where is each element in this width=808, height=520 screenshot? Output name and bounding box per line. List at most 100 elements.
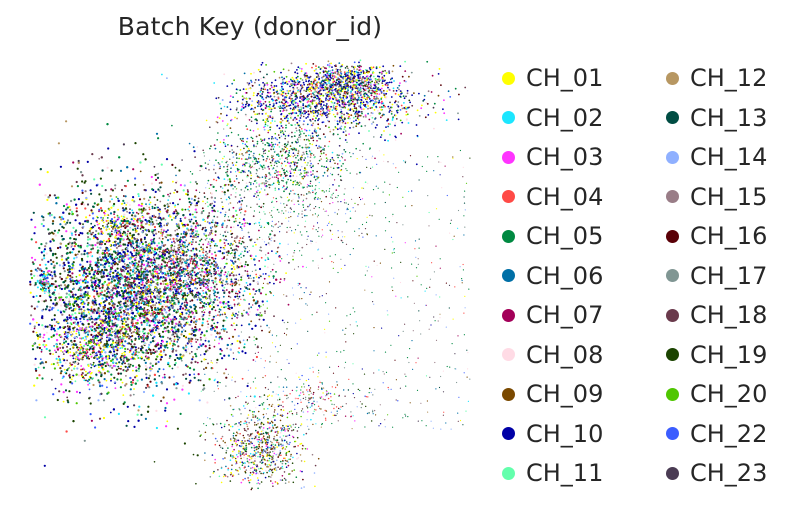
data-point — [123, 202, 126, 205]
data-point — [53, 273, 56, 276]
data-point — [152, 348, 155, 351]
data-point — [101, 332, 104, 336]
data-point — [76, 346, 79, 349]
data-point — [111, 253, 114, 256]
data-point — [187, 278, 190, 280]
data-point — [239, 265, 241, 268]
data-point — [171, 219, 173, 221]
data-point — [218, 336, 221, 339]
data-point — [158, 215, 161, 218]
data-point — [154, 329, 158, 332]
data-point — [133, 291, 136, 294]
data-point — [180, 333, 183, 336]
data-point — [119, 169, 123, 172]
data-point — [160, 271, 163, 273]
data-point — [143, 272, 146, 275]
data-point — [103, 269, 106, 271]
data-point — [221, 205, 224, 208]
data-point — [285, 272, 287, 274]
data-point — [194, 180, 197, 184]
data-point — [229, 180, 232, 183]
data-point — [63, 287, 66, 290]
data-point — [147, 319, 150, 321]
data-point — [190, 255, 193, 258]
data-point — [159, 200, 162, 203]
data-point — [200, 331, 204, 334]
data-point — [172, 285, 174, 287]
data-point — [189, 300, 192, 303]
data-point — [102, 275, 105, 278]
data-point — [181, 208, 184, 211]
data-point — [205, 286, 208, 289]
data-point — [256, 308, 259, 311]
data-point — [174, 216, 177, 220]
data-point — [214, 291, 217, 294]
data-point — [30, 269, 33, 273]
data-point — [208, 238, 211, 240]
data-point — [231, 232, 234, 235]
data-point — [258, 318, 261, 321]
data-point — [148, 286, 151, 288]
data-point — [244, 210, 247, 213]
data-point — [181, 384, 184, 387]
data-point — [99, 232, 102, 235]
data-point — [170, 285, 173, 288]
data-point — [47, 260, 50, 263]
data-point — [200, 279, 203, 282]
data-point — [65, 258, 68, 261]
data-point — [38, 374, 41, 377]
data-point — [267, 252, 270, 255]
data-point — [156, 370, 160, 373]
data-point — [255, 273, 258, 276]
data-point — [202, 343, 205, 346]
data-point — [243, 219, 246, 222]
data-point — [76, 185, 79, 188]
data-point — [83, 344, 86, 347]
data-point — [204, 345, 207, 348]
data-point — [56, 246, 60, 250]
data-point — [152, 329, 155, 331]
data-point — [114, 184, 117, 187]
data-point — [204, 220, 207, 223]
data-point — [187, 315, 190, 318]
data-point — [179, 305, 182, 308]
data-point — [117, 301, 120, 304]
data-point — [139, 312, 142, 315]
data-point — [105, 269, 108, 272]
data-point — [130, 294, 133, 297]
data-point — [225, 275, 228, 278]
data-point — [174, 271, 177, 273]
data-point — [207, 362, 209, 365]
data-point — [103, 378, 106, 381]
data-point — [190, 281, 193, 284]
data-point — [129, 204, 131, 206]
data-point — [193, 150, 196, 153]
data-point — [263, 277, 266, 280]
data-point — [141, 291, 145, 294]
data-point — [63, 281, 66, 284]
data-point — [101, 297, 104, 300]
data-point — [200, 270, 203, 273]
data-point — [164, 353, 167, 356]
data-point — [60, 296, 63, 299]
data-point — [138, 286, 141, 289]
data-point — [81, 372, 84, 375]
data-point — [241, 274, 244, 277]
data-point — [239, 237, 242, 240]
data-point — [174, 273, 177, 276]
data-point — [172, 202, 175, 205]
data-point — [129, 307, 132, 310]
data-point — [245, 261, 247, 263]
data-point — [51, 277, 54, 280]
data-point — [185, 351, 188, 353]
data-point — [196, 222, 198, 224]
data-point — [81, 299, 84, 302]
data-point — [165, 158, 169, 161]
data-point — [208, 347, 211, 350]
data-point — [197, 379, 200, 382]
data-point — [136, 246, 138, 249]
data-point — [55, 302, 58, 305]
data-point — [126, 300, 129, 302]
data-point — [69, 306, 72, 309]
data-point — [125, 356, 128, 359]
